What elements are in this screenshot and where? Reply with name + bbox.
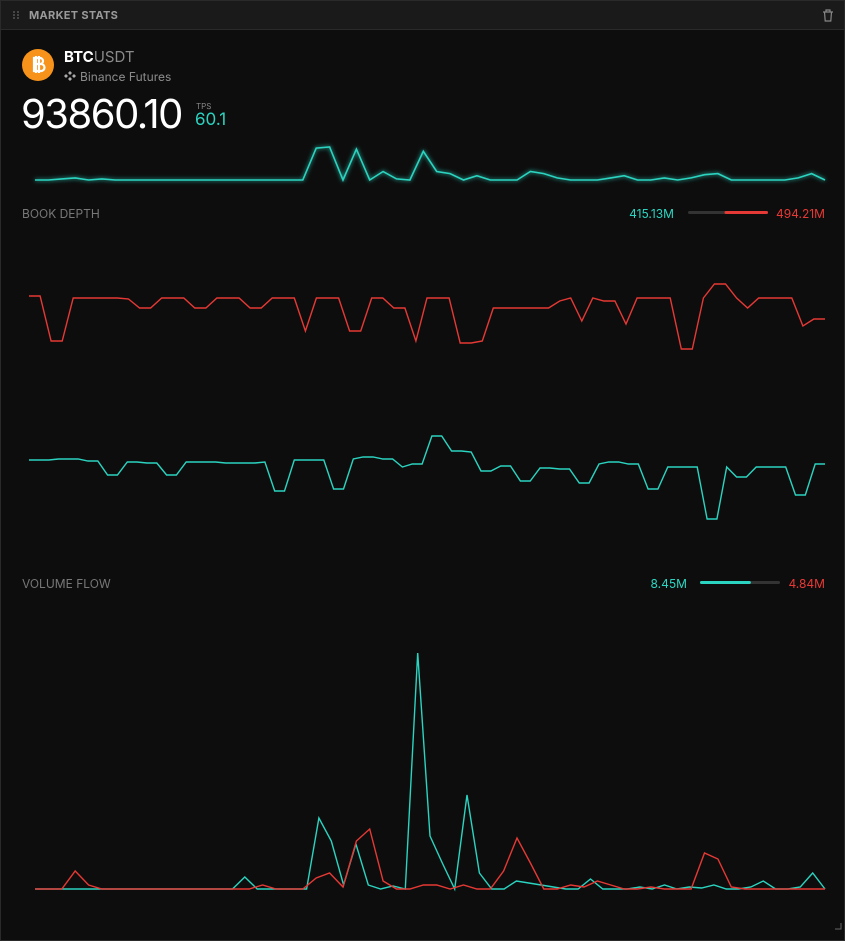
sell-volume: 4.84M [788, 576, 825, 591]
book-depth-title: BOOK DEPTH [22, 206, 100, 221]
bid-total: 415.13M [629, 206, 674, 221]
btc-icon [22, 49, 54, 81]
exchange-icon [64, 71, 76, 81]
panel-header: MARKET STATS [1, 1, 844, 30]
drag-handle[interactable] [9, 8, 23, 22]
ask-total: 494.21M [775, 206, 825, 221]
panel-title: MARKET STATS [29, 8, 119, 22]
line-series [35, 146, 826, 183]
tps-value: 60.1 [195, 110, 227, 130]
line-series [29, 283, 825, 350]
ask-share-bar [724, 211, 768, 214]
volume-flow-title: VOLUME FLOW [22, 576, 111, 591]
delete-button[interactable] [822, 9, 834, 22]
resize-handle[interactable] [835, 923, 842, 930]
symbol-quote: USDT [93, 47, 135, 66]
line-series [29, 435, 825, 520]
tps-label: TPS [196, 101, 212, 111]
price: 93860.10 [21, 89, 183, 138]
symbol: BTCUSDT [64, 47, 135, 66]
buy-share-bar [700, 581, 751, 584]
symbol-base: BTC [64, 47, 94, 66]
line-series [35, 827, 825, 890]
exchange: Binance Futures [80, 69, 172, 84]
buy-volume: 8.45M [650, 576, 688, 591]
